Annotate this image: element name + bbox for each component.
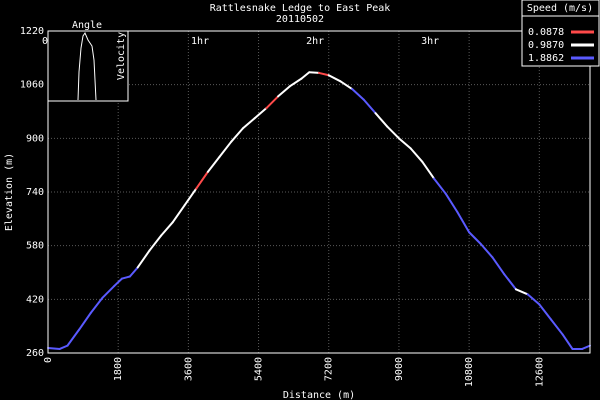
y-tick-label: 260 [26,348,44,359]
elevation-segment [444,192,459,214]
elevation-segment [300,71,311,80]
elevation-segment [113,277,124,287]
elevation-segment [503,273,517,291]
time-tick-label: 2hr [306,36,324,47]
x-tick-label: 10800 [464,357,475,387]
elevation-segment [409,147,424,163]
elevation-segment [47,346,61,350]
legend-entry-label: 1.8862 [528,53,564,64]
elevation-segment [397,137,412,150]
x-axis-label: Distance (m) [283,390,355,400]
elevation-segment [160,221,174,237]
elevation-segment [277,85,291,98]
grid-lines [47,30,590,354]
legend-title: Speed (m/s) [527,3,593,14]
elevation-segment [58,344,69,350]
inset-frame [47,30,129,102]
elevation-segment [195,170,209,190]
elevation-segment [148,234,163,252]
elevation-segment [308,71,320,74]
plot-frame [47,30,591,354]
chart-subtitle: 20110502 [276,14,324,25]
elevation-segment [374,112,389,128]
elevation-segment [479,242,494,259]
elevation-segment [78,311,92,331]
x-tick-label: 7200 [324,357,335,381]
elevation-segment [241,117,256,130]
elevation-segment [514,288,529,296]
elevation-segment [206,155,221,173]
x-tick-label: 1800 [113,357,124,381]
inset-curve [77,31,97,101]
elevation-segment [327,74,342,83]
elevation-segment [351,88,365,101]
elevation-segment [218,140,233,158]
elevation-segment [128,266,139,278]
legend-entry-label: 0.9870 [528,40,564,51]
inset-label-angle: Angle [72,20,102,31]
elevation-segment [339,80,354,91]
elevation-segment [581,344,591,350]
x-tick-label: 3600 [183,357,194,381]
elevation-segment [362,98,377,115]
elevation-segment [171,204,186,224]
legend: Speed (m/s) 0.0878 0.9870 1.8862 [521,0,600,67]
elevation-segment [456,211,471,234]
x-tick-label: 9000 [394,357,405,381]
elevation-segment [538,303,553,321]
y-tick-label: 1220 [20,26,44,37]
x-tick-label: 0 [43,357,54,363]
x-tick-label: 12600 [534,357,545,387]
elevation-segment [230,127,244,143]
y-tick-label: 580 [26,241,44,252]
elevation-segment [386,125,400,140]
legend-entry-label: 0.0878 [528,27,564,38]
y-tick-label: 1060 [20,80,44,91]
elevation-segment [66,328,81,347]
y-axis-label: Elevation (m) [4,153,15,231]
elevation-segment [89,296,104,314]
elevation-segment [468,231,482,245]
x-tick-label: 5400 [254,357,265,381]
elevation-segment [121,275,131,280]
elevation-segment [526,293,541,306]
elevation-segment [288,77,303,88]
elevation-segment [433,177,447,195]
time-tick-label: 1hr [191,36,209,47]
elevation-segment [265,95,280,110]
elevation-segment [491,256,506,276]
angle-velocity-inset: Angle Velocity [47,20,129,102]
y-tick-label: 420 [26,294,44,305]
x-axis-ticks: 0 1800 3600 5400 7200 9000 10800 12600 [43,357,545,387]
elevation-segment [183,187,198,207]
y-tick-label: 900 [26,133,44,144]
y-axis-ticks: 260 420 580 740 900 1060 1220 [20,26,44,359]
elevation-segment [421,160,436,180]
elevation-segment [253,107,268,120]
chart-title: Rattlesnake Ledge to East Peak [210,3,391,14]
elevation-segment [101,284,116,299]
elevation-series [47,71,591,350]
y-tick-label: 740 [26,187,44,198]
elevation-segment [550,318,564,336]
elevation-segment [318,71,330,77]
elevation-segment [136,249,151,269]
elevation-segment [561,333,574,350]
inset-label-velocity: Velocity [116,32,127,80]
time-tick-label: 3hr [421,36,439,47]
